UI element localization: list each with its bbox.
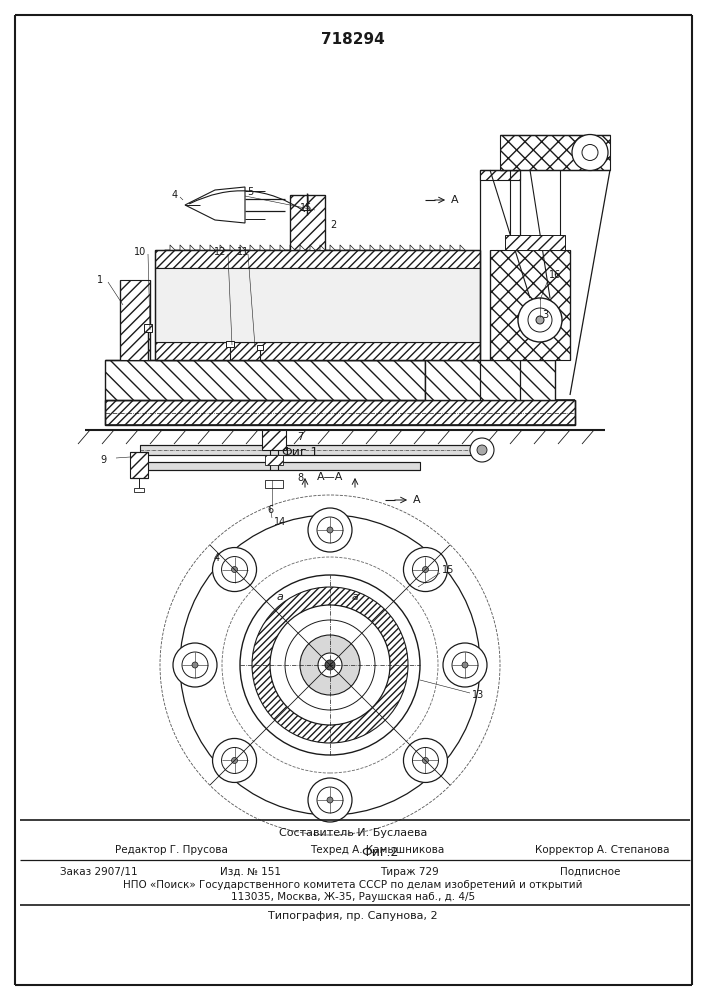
Text: Фиг.2: Фиг.2: [361, 846, 399, 859]
Bar: [480, 170, 520, 180]
Circle shape: [404, 738, 448, 782]
Circle shape: [173, 643, 217, 687]
Text: 113035, Москва, Ж-35, Раушская наб., д. 4/5: 113035, Москва, Ж-35, Раушская наб., д. …: [231, 892, 475, 902]
Text: 2: 2: [330, 220, 336, 230]
Text: 14: 14: [274, 517, 286, 527]
Bar: [155, 250, 480, 268]
Circle shape: [231, 757, 238, 763]
Text: 718294: 718294: [321, 32, 385, 47]
Bar: [120, 280, 150, 360]
Text: 16: 16: [549, 270, 561, 280]
Circle shape: [317, 517, 343, 543]
Text: Техред А. Камышникова: Техред А. Камышникова: [310, 845, 444, 855]
Circle shape: [462, 662, 468, 668]
Circle shape: [192, 662, 198, 668]
Text: 9: 9: [100, 455, 106, 465]
Circle shape: [317, 787, 343, 813]
Text: 15: 15: [300, 203, 312, 213]
Circle shape: [318, 653, 342, 677]
Text: A: A: [413, 495, 421, 505]
Text: 5: 5: [247, 187, 253, 197]
Text: 4: 4: [172, 190, 178, 200]
Text: Тираж 729: Тираж 729: [380, 867, 439, 877]
Text: Редактор Г. Прусова: Редактор Г. Прусова: [115, 845, 228, 855]
Bar: [500, 135, 610, 170]
Circle shape: [536, 316, 544, 324]
Text: 6: 6: [267, 505, 273, 515]
Circle shape: [327, 797, 333, 803]
Text: 12: 12: [214, 247, 226, 257]
Bar: [140, 462, 420, 470]
Text: 11: 11: [237, 247, 249, 257]
Circle shape: [582, 144, 598, 160]
Bar: [155, 342, 480, 360]
Text: 7: 7: [297, 432, 303, 442]
Bar: [265, 455, 283, 465]
Circle shape: [240, 575, 420, 755]
Bar: [257, 345, 263, 350]
Circle shape: [423, 567, 428, 573]
Bar: [140, 445, 480, 455]
Circle shape: [423, 757, 428, 763]
Bar: [105, 360, 425, 400]
Bar: [144, 324, 152, 332]
Text: A—A: A—A: [317, 472, 343, 482]
Text: 8: 8: [297, 473, 303, 483]
Circle shape: [477, 445, 487, 455]
Bar: [490, 250, 570, 360]
Bar: [105, 400, 575, 425]
Text: 4: 4: [214, 553, 220, 563]
Bar: [226, 341, 234, 347]
Text: A: A: [451, 195, 459, 205]
Circle shape: [213, 738, 257, 782]
Text: Заказ 2907/11: Заказ 2907/11: [60, 867, 138, 877]
Bar: [505, 235, 565, 250]
Circle shape: [221, 747, 247, 773]
Text: 10: 10: [134, 247, 146, 257]
Bar: [134, 488, 144, 492]
Bar: [290, 195, 325, 250]
Text: 13: 13: [472, 690, 484, 700]
Circle shape: [308, 508, 352, 552]
Bar: [130, 452, 148, 478]
Bar: [262, 430, 286, 450]
Bar: [425, 360, 555, 400]
Circle shape: [300, 635, 360, 695]
Circle shape: [221, 557, 247, 583]
Circle shape: [231, 567, 238, 573]
Text: a: a: [276, 592, 284, 602]
Circle shape: [180, 515, 480, 815]
Circle shape: [412, 557, 438, 583]
Polygon shape: [185, 187, 245, 223]
Text: Фиг.1: Фиг.1: [281, 446, 319, 458]
Circle shape: [270, 605, 390, 725]
Text: 1: 1: [97, 275, 103, 285]
Circle shape: [285, 620, 375, 710]
Circle shape: [443, 643, 487, 687]
Circle shape: [308, 778, 352, 822]
Circle shape: [327, 527, 333, 533]
Circle shape: [470, 438, 494, 462]
Bar: [265, 480, 283, 488]
Circle shape: [528, 308, 552, 332]
Text: 15: 15: [442, 565, 454, 575]
Circle shape: [252, 587, 408, 743]
Circle shape: [182, 652, 208, 678]
Circle shape: [412, 747, 438, 773]
Text: Типография, пр. Сапунова, 2: Типография, пр. Сапунова, 2: [268, 911, 438, 921]
Circle shape: [452, 652, 478, 678]
Circle shape: [572, 134, 608, 170]
Text: Составитель И. Буслаева: Составитель И. Буслаева: [279, 828, 427, 838]
Text: Изд. № 151: Изд. № 151: [220, 867, 281, 877]
Text: НПО «Поиск» Государственного комитета СССР по делам изобретений и открытий: НПО «Поиск» Государственного комитета СС…: [123, 880, 583, 890]
Text: a: a: [351, 592, 358, 602]
Bar: [155, 268, 480, 342]
Circle shape: [213, 548, 257, 592]
Circle shape: [404, 548, 448, 592]
Text: Подписное: Подписное: [560, 867, 620, 877]
Text: Корректор А. Степанова: Корректор А. Степанова: [535, 845, 670, 855]
Circle shape: [325, 660, 335, 670]
Circle shape: [518, 298, 562, 342]
Text: 3: 3: [542, 310, 548, 320]
